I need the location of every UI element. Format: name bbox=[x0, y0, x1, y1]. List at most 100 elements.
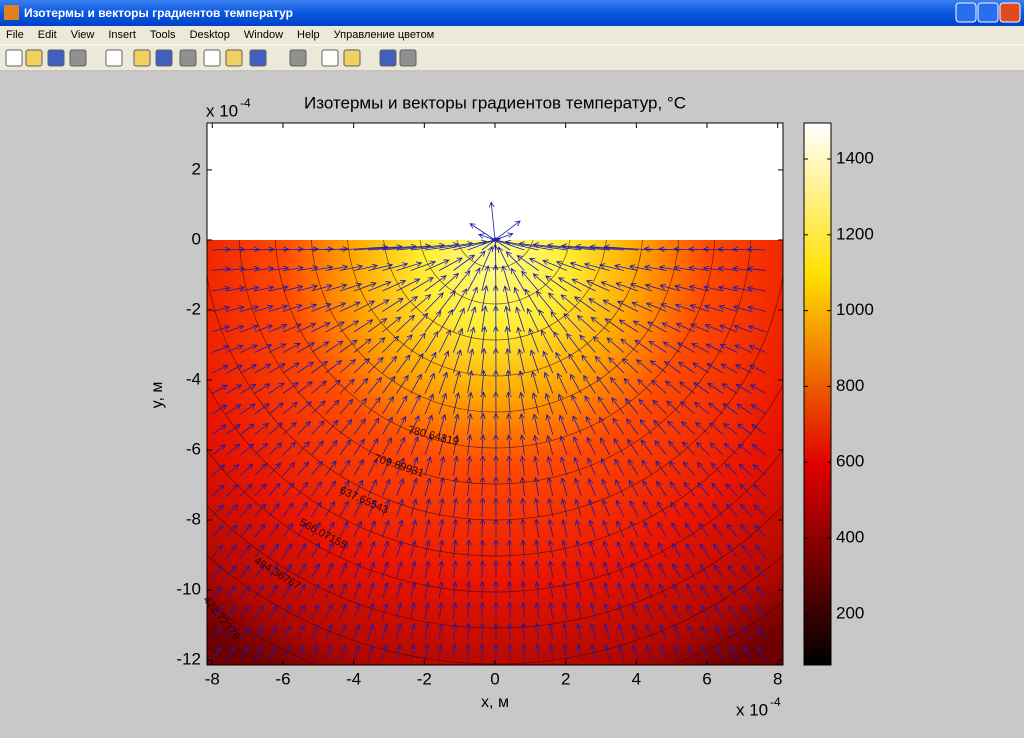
vector bbox=[688, 265, 710, 272]
toolbar-button[interactable] bbox=[321, 49, 339, 67]
vector bbox=[325, 264, 349, 271]
vector bbox=[725, 503, 738, 517]
vector bbox=[396, 261, 423, 271]
vector bbox=[562, 622, 568, 640]
toolbar-button[interactable] bbox=[379, 49, 397, 67]
menu-item[interactable]: Window bbox=[244, 29, 283, 41]
vector bbox=[353, 623, 361, 640]
vector bbox=[534, 601, 541, 620]
vector bbox=[282, 441, 297, 456]
vector bbox=[467, 391, 474, 415]
vector bbox=[467, 370, 474, 394]
toolbar-button[interactable] bbox=[225, 49, 243, 67]
menu-item[interactable]: View bbox=[71, 29, 95, 41]
vector bbox=[367, 417, 380, 435]
vector bbox=[647, 321, 667, 333]
vector bbox=[519, 434, 526, 456]
vector bbox=[732, 305, 752, 312]
menu-item[interactable]: Edit bbox=[38, 29, 57, 41]
vector bbox=[734, 344, 752, 353]
toolbar-button[interactable] bbox=[155, 49, 173, 67]
vector bbox=[353, 263, 379, 271]
vector bbox=[705, 343, 724, 353]
vector bbox=[592, 335, 610, 353]
vector bbox=[712, 502, 724, 517]
toolbar-button[interactable] bbox=[25, 49, 43, 67]
vector bbox=[643, 246, 667, 252]
vector bbox=[240, 246, 261, 253]
vector bbox=[479, 476, 486, 497]
vector bbox=[518, 391, 525, 415]
vector bbox=[631, 603, 639, 620]
isotherm bbox=[311, 240, 679, 413]
toolbar-button[interactable] bbox=[105, 49, 123, 67]
menu-item[interactable]: Insert bbox=[108, 29, 136, 41]
toolbar-button[interactable] bbox=[47, 49, 65, 67]
vector bbox=[680, 401, 696, 415]
vector bbox=[339, 459, 351, 476]
vector bbox=[367, 561, 376, 579]
toolbar-button[interactable] bbox=[343, 49, 361, 67]
toolbar-button[interactable] bbox=[249, 49, 267, 67]
vector bbox=[396, 395, 408, 415]
toolbar-button[interactable] bbox=[179, 49, 197, 67]
vector bbox=[325, 644, 333, 661]
vector bbox=[296, 645, 305, 661]
vector bbox=[562, 602, 568, 620]
vector bbox=[282, 604, 292, 620]
isotherm bbox=[347, 240, 643, 377]
vector bbox=[339, 541, 348, 558]
vector bbox=[410, 373, 422, 394]
vector bbox=[663, 360, 681, 374]
vector bbox=[226, 324, 245, 333]
vector bbox=[616, 561, 625, 579]
vector bbox=[707, 382, 724, 394]
toolbar-button[interactable] bbox=[399, 49, 417, 67]
vector bbox=[268, 422, 283, 435]
vector bbox=[396, 498, 404, 517]
vector bbox=[396, 415, 407, 435]
app-icon bbox=[4, 5, 19, 20]
vector bbox=[211, 444, 227, 456]
vector bbox=[667, 420, 681, 435]
vector bbox=[547, 539, 554, 558]
vector bbox=[517, 348, 525, 374]
vector bbox=[325, 624, 333, 640]
vector bbox=[553, 331, 568, 353]
vector bbox=[438, 350, 450, 374]
menu-item[interactable]: Управление цветом bbox=[334, 29, 435, 41]
vector bbox=[282, 421, 297, 435]
minimize-button[interactable] bbox=[955, 2, 977, 23]
vector bbox=[717, 265, 738, 272]
vector bbox=[225, 484, 239, 497]
vector bbox=[505, 347, 511, 374]
isotherm bbox=[207, 384, 783, 557]
vector bbox=[424, 414, 433, 435]
toolbar-button[interactable] bbox=[69, 49, 87, 67]
vector bbox=[353, 561, 362, 579]
vector bbox=[628, 479, 639, 497]
toolbar-button[interactable] bbox=[133, 49, 151, 67]
menu-item[interactable]: Help bbox=[297, 29, 320, 41]
vector bbox=[339, 339, 358, 353]
vector bbox=[311, 481, 323, 497]
toolbar-button[interactable] bbox=[203, 49, 221, 67]
vector bbox=[543, 371, 554, 394]
toolbar-button[interactable] bbox=[5, 49, 23, 67]
vector bbox=[424, 539, 431, 558]
vector bbox=[211, 365, 229, 374]
vector bbox=[282, 543, 293, 558]
close-button[interactable] bbox=[999, 2, 1021, 23]
menu-item[interactable]: Desktop bbox=[190, 29, 230, 41]
vector bbox=[709, 442, 724, 456]
toolbar-button[interactable] bbox=[289, 49, 307, 67]
vector bbox=[467, 286, 478, 312]
maximize-button[interactable] bbox=[977, 2, 999, 23]
menu-item[interactable]: File bbox=[6, 29, 24, 41]
vector bbox=[515, 306, 525, 333]
menu-item[interactable]: Tools bbox=[150, 29, 176, 41]
vector bbox=[743, 646, 752, 661]
vector bbox=[410, 456, 419, 476]
vector bbox=[561, 518, 568, 538]
vector bbox=[311, 283, 333, 292]
